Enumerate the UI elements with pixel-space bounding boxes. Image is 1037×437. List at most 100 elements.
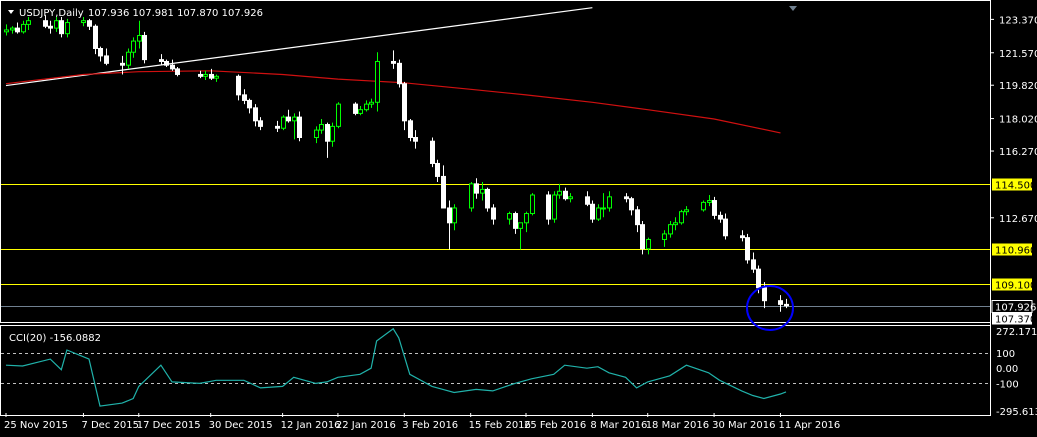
candle-body <box>707 200 712 203</box>
candle <box>10 26 15 34</box>
candle <box>159 54 164 66</box>
candle-body <box>491 207 496 220</box>
time-tick-label: 3 Feb 2016 <box>402 420 458 431</box>
candle <box>375 52 380 112</box>
shift-marker-icon[interactable] <box>789 6 797 11</box>
symbol-dropdown-icon[interactable] <box>8 10 14 14</box>
candle <box>258 117 263 131</box>
candle-body <box>175 68 180 75</box>
cci-panel-frame <box>0 325 991 416</box>
candle-body <box>452 207 457 224</box>
candle-body <box>568 196 573 200</box>
hline-price-tag-1 <box>992 243 1032 256</box>
candle <box>723 213 728 240</box>
price-tick-label: 123.370 <box>999 15 1037 26</box>
candle <box>21 20 26 34</box>
candle <box>319 118 324 134</box>
candle <box>137 20 142 49</box>
candle-body <box>679 211 684 224</box>
time-tick-label: 7 Dec 2015 <box>81 420 139 431</box>
candle <box>170 59 175 71</box>
candle <box>297 111 302 142</box>
candle-body <box>297 116 302 139</box>
candle <box>164 59 169 68</box>
candle-body <box>286 116 291 122</box>
candle-body <box>281 116 286 129</box>
candle <box>546 191 551 225</box>
candle-body <box>65 22 70 35</box>
candle <box>330 122 335 147</box>
cci-tick-label: 272.1719 <box>996 327 1037 338</box>
highlight-circle[interactable] <box>746 285 794 331</box>
candle <box>247 98 252 114</box>
candle-body <box>292 116 297 122</box>
candle-body <box>203 73 208 77</box>
candle <box>4 24 9 36</box>
candle-body <box>673 222 678 226</box>
candle-body <box>330 125 335 142</box>
time-tick-label: 15 Feb 2016 <box>469 420 531 431</box>
candle-body <box>624 196 629 200</box>
candle <box>590 200 595 223</box>
candle <box>236 74 241 101</box>
candle <box>175 67 180 77</box>
candle-body <box>10 27 15 31</box>
candle-body <box>54 20 59 29</box>
cci-tick-label: 0.00 <box>996 364 1018 375</box>
main-panel-frame <box>0 0 991 323</box>
candle-body <box>507 213 512 220</box>
trendline[interactable] <box>5 7 593 87</box>
candle-body <box>557 190 562 196</box>
main-chart[interactable] <box>1 7 990 331</box>
candle <box>48 20 53 34</box>
candle <box>15 22 20 34</box>
candle <box>242 89 247 105</box>
candle <box>745 233 750 264</box>
candle <box>452 204 457 231</box>
candle <box>585 191 590 207</box>
time-tick-label: 22 Jan 2016 <box>336 420 396 431</box>
candle-body <box>242 94 247 101</box>
cci-tick-label: 100 <box>996 349 1015 360</box>
candle-body <box>413 137 418 142</box>
candle <box>402 81 407 131</box>
candle <box>552 191 557 223</box>
candle <box>81 16 86 27</box>
candle-body <box>485 188 490 209</box>
candle <box>292 113 297 140</box>
candle-body <box>314 129 319 139</box>
cci-indicator-label: CCI(20) -156.0882 <box>9 333 101 344</box>
candle <box>253 104 258 127</box>
candle-body <box>59 20 64 35</box>
candle-body <box>447 207 452 224</box>
cci-panel[interactable]: 272.1719 100 0.00 -100 -295.6136 <box>1 327 1037 418</box>
candle <box>474 178 479 199</box>
candle-body <box>87 20 92 27</box>
candle-body <box>375 60 380 103</box>
candle-body <box>21 23 26 33</box>
candle-body <box>137 35 142 42</box>
candle <box>430 137 435 168</box>
candle <box>131 37 136 58</box>
candle-body <box>640 224 645 250</box>
moving-average-line <box>5 70 781 134</box>
candle <box>668 220 673 238</box>
candle <box>507 211 512 225</box>
time-tick-label: 25 Feb 2016 <box>524 420 586 431</box>
candle-body <box>646 238 651 250</box>
candle-body <box>723 218 728 237</box>
candle-body <box>275 125 280 129</box>
candle-body <box>408 120 413 139</box>
candle-body <box>159 59 164 62</box>
candle-body <box>762 287 767 302</box>
candle <box>751 252 756 273</box>
candle-body <box>26 20 31 25</box>
candle <box>778 295 783 312</box>
candle-body <box>480 188 485 194</box>
candle <box>701 200 706 212</box>
candle-body <box>784 303 789 307</box>
candle <box>314 126 319 144</box>
candle <box>673 217 678 231</box>
candle <box>353 102 358 116</box>
